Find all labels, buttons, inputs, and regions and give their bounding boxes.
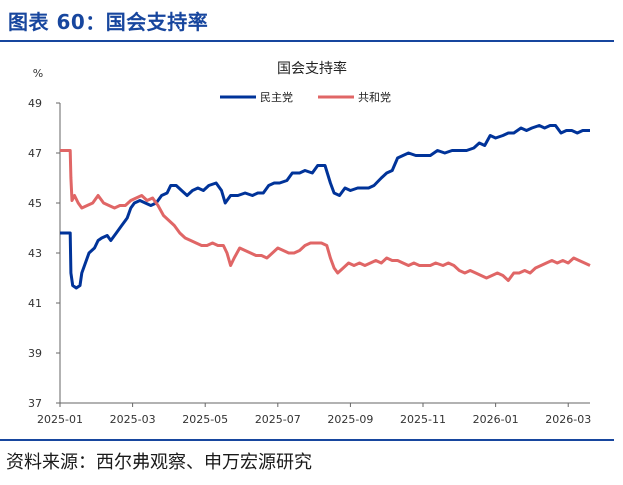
y-tick-label: 37 — [28, 397, 42, 410]
x-tick-label: 2025-05 — [182, 413, 228, 426]
chart-title: 国会支持率 — [277, 60, 347, 77]
series-line-1 — [60, 124, 590, 290]
x-tick-label: 2025-11 — [400, 413, 446, 426]
y-tick-label: 41 — [28, 297, 42, 310]
axes: 37 39 41 43 45 47 49 2025-01 2025-03 2025-05 2025-… — [28, 97, 591, 426]
y-axis-unit: % — [33, 67, 43, 80]
x-tick-label: 2025-07 — [255, 413, 301, 426]
y-tick-label: 49 — [28, 97, 42, 110]
bottom-rule — [0, 439, 614, 441]
x-tick-label: 2026-03 — [545, 413, 591, 426]
y-tick-label: 39 — [28, 347, 42, 360]
y-tick-label: 47 — [28, 147, 42, 160]
series-lines — [60, 124, 591, 290]
x-tick-label: 2025-03 — [110, 413, 156, 426]
top-rule — [0, 40, 614, 42]
legend-label-2: 共和党 — [358, 91, 391, 104]
y-tick-label: 43 — [28, 247, 42, 260]
series-line-2 — [60, 149, 591, 282]
x-tick-label: 2026-01 — [473, 413, 519, 426]
legend: 民主党 共和党 — [220, 91, 391, 104]
source-note: 资料来源：西尔弗观察、申万宏源研究 — [6, 452, 312, 473]
x-tick-label: 2025-01 — [37, 413, 83, 426]
y-tick-label: 45 — [28, 197, 42, 210]
legend-label-1: 民主党 — [260, 91, 293, 104]
x-tick-label: 2025-09 — [327, 413, 373, 426]
figure-title: 图表 60：国会支持率 — [8, 10, 209, 34]
